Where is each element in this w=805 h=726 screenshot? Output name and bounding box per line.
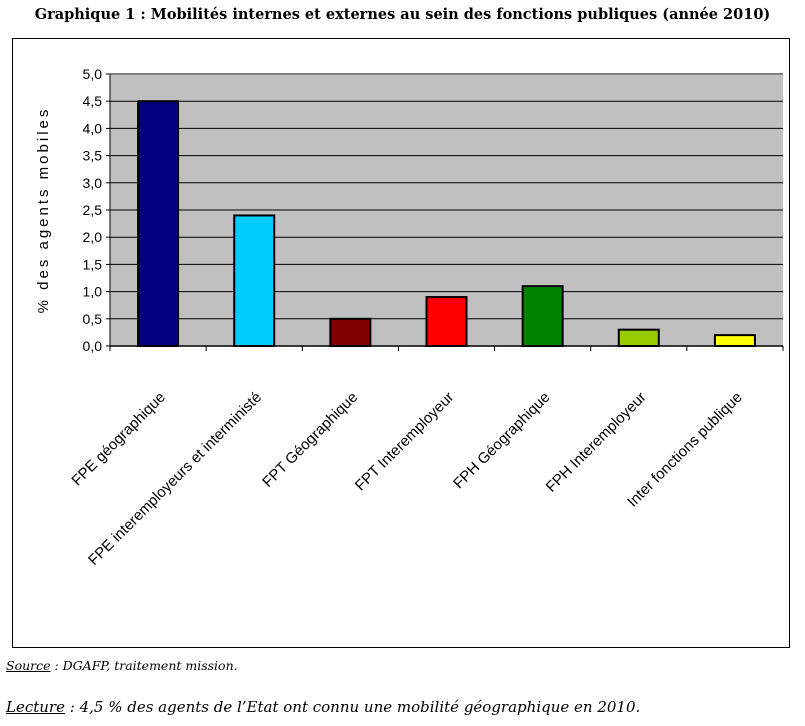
y-tick-label: 2,0 — [83, 229, 103, 245]
y-tick-label: 2,5 — [83, 202, 103, 218]
chart-frame — [12, 38, 790, 648]
bar-3 — [425, 296, 468, 348]
x-tick-label: FPE interemployeurs et interministé — [85, 389, 265, 569]
chart-title: Graphique 1 : Mobilités internes et exte… — [34, 6, 771, 23]
source-text: : DGAFP, traitement mission. — [50, 658, 238, 673]
bar-5 — [617, 328, 660, 347]
lecture-text: : 4,5 % des agents de l’Etat ont connu u… — [64, 698, 641, 716]
y-tick-label: 4,0 — [83, 120, 103, 136]
source-label: Source — [6, 658, 51, 673]
y-tick-label: 4,5 — [83, 93, 103, 109]
y-tick-label: 1,0 — [83, 284, 103, 300]
x-tick-label: FPH Interemployeur — [543, 389, 650, 496]
y-tick-label: 1,5 — [83, 256, 103, 272]
x-tick-label: FPT Géographique — [259, 389, 361, 491]
lecture-label: Lecture — [6, 698, 65, 716]
y-tick-label: 3,5 — [83, 148, 103, 164]
source-note: Source : DGAFP, traitement mission. — [6, 658, 238, 673]
bar-0 — [137, 100, 180, 347]
bar-4 — [521, 285, 564, 348]
y-axis-label: % des agents mobiles — [35, 107, 52, 314]
x-tick-label: FPT Interemployeur — [352, 389, 458, 495]
lecture-note: Lecture : 4,5 % des agents de l’Etat ont… — [6, 698, 640, 716]
y-tick-label: 0,5 — [83, 311, 103, 327]
x-tick-label: FPH Géographique — [450, 389, 553, 492]
bar-2 — [329, 317, 372, 347]
y-tick-label: 5,0 — [83, 66, 103, 82]
bar-1 — [233, 214, 276, 347]
y-tick-label: 0,0 — [83, 338, 103, 354]
bar-6 — [713, 334, 756, 347]
y-tick-label: 3,0 — [83, 175, 103, 191]
x-tick-label: FPE géographique — [68, 389, 168, 489]
